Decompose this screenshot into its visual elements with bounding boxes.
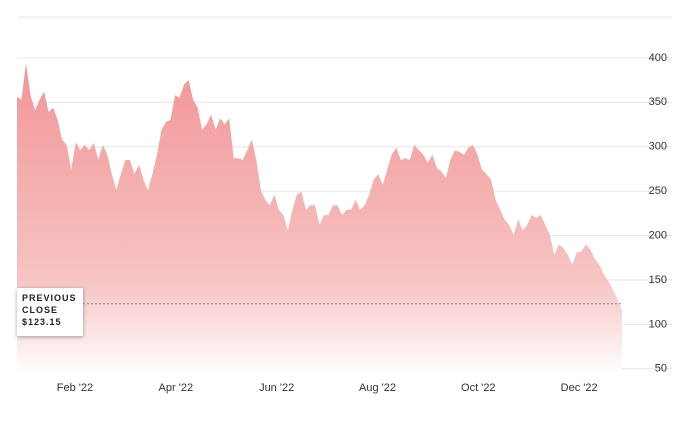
x-tick-label: Aug '22 (359, 382, 396, 394)
y-tick-label: 400 (649, 52, 667, 64)
x-tick-label: Apr '22 (159, 382, 194, 394)
y-tick-label: 150 (649, 274, 667, 286)
y-tick-label: 50 (655, 363, 667, 375)
previous-close-value: $123.15 (22, 317, 62, 327)
previous-close-text: PREVIOUS CLOSE (22, 293, 77, 315)
x-tick-label: Feb '22 (57, 382, 93, 394)
x-tick-label: Jun '22 (259, 382, 294, 394)
x-tick-label: Dec '22 (561, 382, 598, 394)
price-area (17, 63, 622, 375)
previous-close-box: PREVIOUS CLOSE $123.15 (17, 288, 83, 336)
x-tick-label: Oct '22 (461, 382, 496, 394)
y-tick-label: 250 (649, 185, 667, 197)
y-tick-label: 100 (649, 318, 667, 330)
y-tick-label: 200 (649, 229, 667, 241)
y-tick-label: 300 (649, 141, 667, 153)
y-tick-label: 350 (649, 96, 667, 108)
